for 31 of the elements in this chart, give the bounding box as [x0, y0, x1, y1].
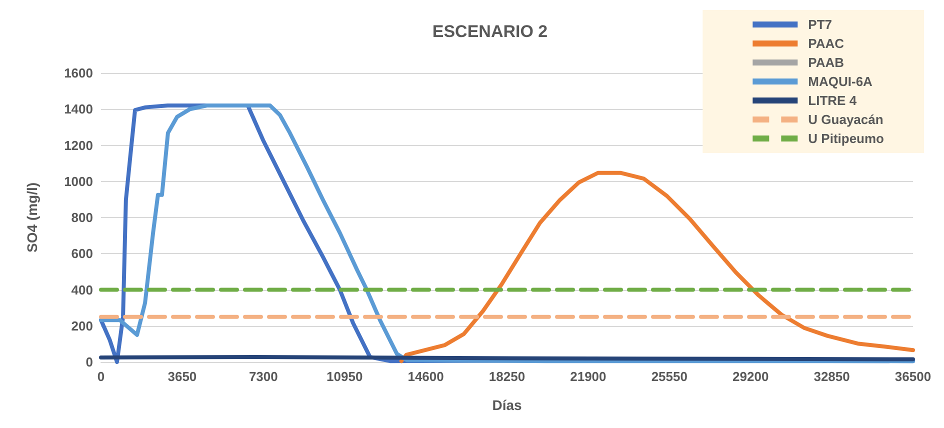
y-tick-label: 1200 [64, 138, 93, 153]
chart-title: ESCENARIO 2 [432, 22, 548, 41]
x-tick-label: 0 [97, 369, 105, 384]
legend-label: U Guayacán [808, 112, 884, 127]
x-tick-label: 14600 [408, 369, 444, 384]
y-tick-label: 200 [71, 318, 93, 334]
y-tick-label: 400 [71, 282, 93, 298]
x-tick-label: 36500 [894, 369, 932, 384]
y-tick-label: 1600 [64, 66, 93, 80]
y-axis-title: SO4 (mg/l) [24, 182, 40, 253]
legend-label: U Pitipeumo [808, 131, 884, 146]
legend-label: PT7 [808, 17, 832, 32]
x-tick-label: 21900 [570, 369, 606, 384]
y-tick-label: 1400 [64, 102, 93, 117]
legend-label: MAQUI-6A [808, 74, 874, 89]
y-tick-label: 0 [86, 354, 93, 370]
x-tick-label: 32850 [814, 369, 850, 384]
x-tick-label: 25550 [651, 369, 688, 384]
line-series [399, 170, 915, 364]
x-axis-title: Días [492, 397, 522, 413]
y-tick-label: 600 [71, 246, 93, 262]
legend-label: PAAB [808, 55, 844, 70]
x-tick-label: 29200 [732, 369, 769, 384]
y-tick-label: 800 [71, 210, 93, 225]
legend-label: LITRE 4 [808, 93, 858, 108]
x-tick-label: 10950 [326, 369, 363, 384]
x-tick-label: 7300 [248, 369, 278, 384]
x-tick-label: 18250 [488, 369, 526, 384]
y-tick-label: 1000 [64, 174, 93, 189]
legend-label: PAAC [808, 36, 845, 51]
x-tick-label: 3650 [168, 369, 197, 384]
